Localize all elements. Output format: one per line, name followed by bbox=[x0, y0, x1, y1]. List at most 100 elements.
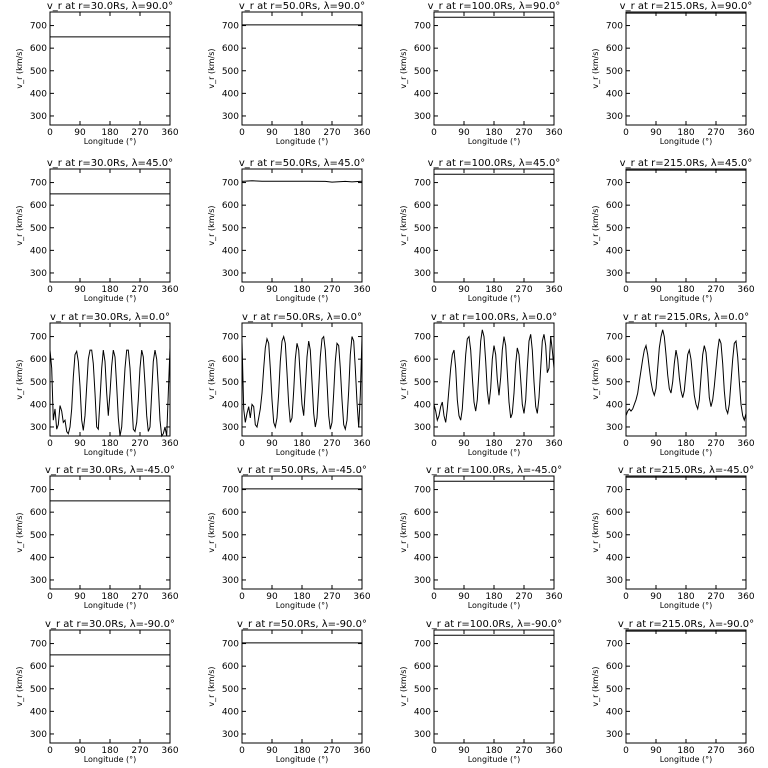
x-tick-label: 90 bbox=[266, 439, 278, 449]
y-axis-label: v_r (km/s) bbox=[399, 205, 408, 245]
y-tick-label: 300 bbox=[30, 730, 47, 740]
panel-title: v_r at r=215.0Rs, λ=-90.0° bbox=[618, 619, 754, 630]
y-tick-label: 600 bbox=[222, 44, 239, 54]
x-tick-label: 270 bbox=[707, 128, 724, 138]
y-axis-label: v_r (km/s) bbox=[207, 205, 216, 245]
plot-frame bbox=[625, 475, 747, 590]
y-tick-label: 500 bbox=[606, 531, 623, 541]
y-axis-label: v_r (km/s) bbox=[15, 512, 24, 552]
x-tick-label: 180 bbox=[101, 285, 118, 295]
x-tick-label: 0 bbox=[239, 592, 245, 602]
panel-2: v_r at r=50.0Rs, λ=90.0° 0 90 180 270 360 300 4… bbox=[207, 1, 371, 146]
y-tick-label: 600 bbox=[414, 355, 431, 365]
x-tick-label: 0 bbox=[239, 128, 245, 138]
x-tick-label: 180 bbox=[485, 592, 502, 602]
x-tick-label: 180 bbox=[485, 439, 502, 449]
panel-19: v_r at r=100.0Rs, λ=-90.0° 0 90 180 270 360 30… bbox=[399, 619, 563, 764]
y-tick-label: 300 bbox=[30, 423, 47, 433]
y-tick-label: 700 bbox=[222, 640, 239, 650]
panel-4: v_r at r=215.0Rs, λ=90.0° 0 90 180 270 360 300… bbox=[591, 1, 755, 146]
x-tick-label: 180 bbox=[677, 592, 694, 602]
x-tick-label: 270 bbox=[515, 128, 532, 138]
x-tick-label: 90 bbox=[266, 285, 278, 295]
y-tick-label: 700 bbox=[30, 640, 47, 650]
y-tick-label: 400 bbox=[222, 553, 239, 563]
panel-title: v_r at r=30.0Rs, λ=-45.0° bbox=[45, 465, 175, 476]
y-axis-label: v_r (km/s) bbox=[15, 359, 24, 399]
y-axis-label: v_r (km/s) bbox=[207, 512, 216, 552]
x-axis-label: Longitude (°) bbox=[84, 448, 137, 457]
y-tick-label: 500 bbox=[30, 224, 47, 234]
y-axis-label: v_r (km/s) bbox=[15, 205, 24, 245]
y-tick-label: 700 bbox=[30, 333, 47, 343]
x-axis-label: Longitude (°) bbox=[276, 294, 329, 303]
x-tick-label: 270 bbox=[323, 439, 340, 449]
y-tick-label: 400 bbox=[222, 89, 239, 99]
x-tick-label: 180 bbox=[293, 285, 310, 295]
y-tick-label: 300 bbox=[606, 269, 623, 279]
x-tick-label: 90 bbox=[266, 746, 278, 756]
panel-title: v_r at r=100.0Rs, λ=90.0° bbox=[428, 1, 561, 12]
x-tick-label: 90 bbox=[266, 128, 278, 138]
plot-frame bbox=[241, 475, 363, 590]
y-tick-label: 500 bbox=[414, 378, 431, 388]
y-tick-label: 500 bbox=[606, 67, 623, 77]
x-tick-label: 90 bbox=[74, 439, 86, 449]
panel-1: v_r at r=30.0Rs, λ=90.0° 0 90 180 270 360 300 4… bbox=[15, 1, 179, 146]
y-tick-label: 700 bbox=[30, 22, 47, 32]
y-axis-label: v_r (km/s) bbox=[591, 48, 600, 88]
x-tick-label: 360 bbox=[353, 746, 370, 756]
y-axis-label: v_r (km/s) bbox=[399, 359, 408, 399]
x-axis-label: Longitude (°) bbox=[660, 448, 713, 457]
y-tick-label: 600 bbox=[606, 508, 623, 518]
x-tick-label: 270 bbox=[707, 746, 724, 756]
y-tick-label: 400 bbox=[222, 707, 239, 717]
panel-8: v_r at r=215.0Rs, λ=45.0° 0 90 180 270 360 300… bbox=[591, 158, 755, 303]
x-tick-label: 270 bbox=[515, 746, 532, 756]
x-axis-label: Longitude (°) bbox=[660, 137, 713, 146]
x-tick-label: 360 bbox=[161, 746, 178, 756]
panel-3: v_r at r=100.0Rs, λ=90.0° 0 90 180 270 360 300… bbox=[399, 1, 563, 146]
y-tick-label: 700 bbox=[414, 640, 431, 650]
y-tick-label: 400 bbox=[30, 553, 47, 563]
y-tick-label: 500 bbox=[30, 378, 47, 388]
x-axis-label: Longitude (°) bbox=[276, 601, 329, 610]
x-tick-label: 270 bbox=[707, 285, 724, 295]
x-tick-label: 360 bbox=[161, 592, 178, 602]
y-tick-label: 600 bbox=[606, 44, 623, 54]
panel-title: v_r at r=30.0Rs, λ=-90.0° bbox=[45, 619, 175, 630]
x-tick-label: 180 bbox=[677, 439, 694, 449]
panel-6: v_r at r=50.0Rs, λ=45.0° 0 90 180 270 360 300 4… bbox=[207, 158, 371, 303]
x-axis-label: Longitude (°) bbox=[84, 294, 137, 303]
series-line bbox=[433, 329, 555, 423]
y-tick-label: 500 bbox=[30, 531, 47, 541]
x-tick-label: 0 bbox=[431, 439, 437, 449]
x-tick-label: 270 bbox=[131, 592, 148, 602]
x-axis-label: Longitude (°) bbox=[468, 601, 521, 610]
y-axis-label: v_r (km/s) bbox=[591, 359, 600, 399]
x-tick-label: 270 bbox=[131, 285, 148, 295]
y-tick-label: 600 bbox=[414, 201, 431, 211]
panel-15: v_r at r=100.0Rs, λ=-45.0° 0 90 180 270 360 30… bbox=[399, 465, 563, 610]
x-tick-label: 270 bbox=[323, 285, 340, 295]
y-tick-label: 400 bbox=[30, 89, 47, 99]
plot-frame bbox=[433, 475, 555, 590]
x-tick-label: 270 bbox=[323, 128, 340, 138]
y-tick-label: 600 bbox=[222, 201, 239, 211]
x-tick-label: 0 bbox=[47, 128, 53, 138]
x-axis-label: Longitude (°) bbox=[276, 448, 329, 457]
y-axis-label: v_r (km/s) bbox=[399, 512, 408, 552]
y-tick-label: 400 bbox=[414, 246, 431, 256]
x-tick-label: 90 bbox=[74, 746, 86, 756]
x-tick-label: 270 bbox=[515, 592, 532, 602]
y-tick-label: 500 bbox=[222, 67, 239, 77]
panel-title: v_r at r=215.0Rs, λ=45.0° bbox=[620, 158, 753, 169]
y-tick-label: 400 bbox=[30, 400, 47, 410]
x-axis-label: Longitude (°) bbox=[84, 755, 137, 764]
panel-7: v_r at r=100.0Rs, λ=45.0° 0 90 180 270 360 300… bbox=[399, 158, 563, 303]
x-tick-label: 180 bbox=[293, 128, 310, 138]
y-tick-label: 700 bbox=[222, 486, 239, 496]
x-axis-label: Longitude (°) bbox=[468, 137, 521, 146]
y-tick-label: 300 bbox=[606, 423, 623, 433]
